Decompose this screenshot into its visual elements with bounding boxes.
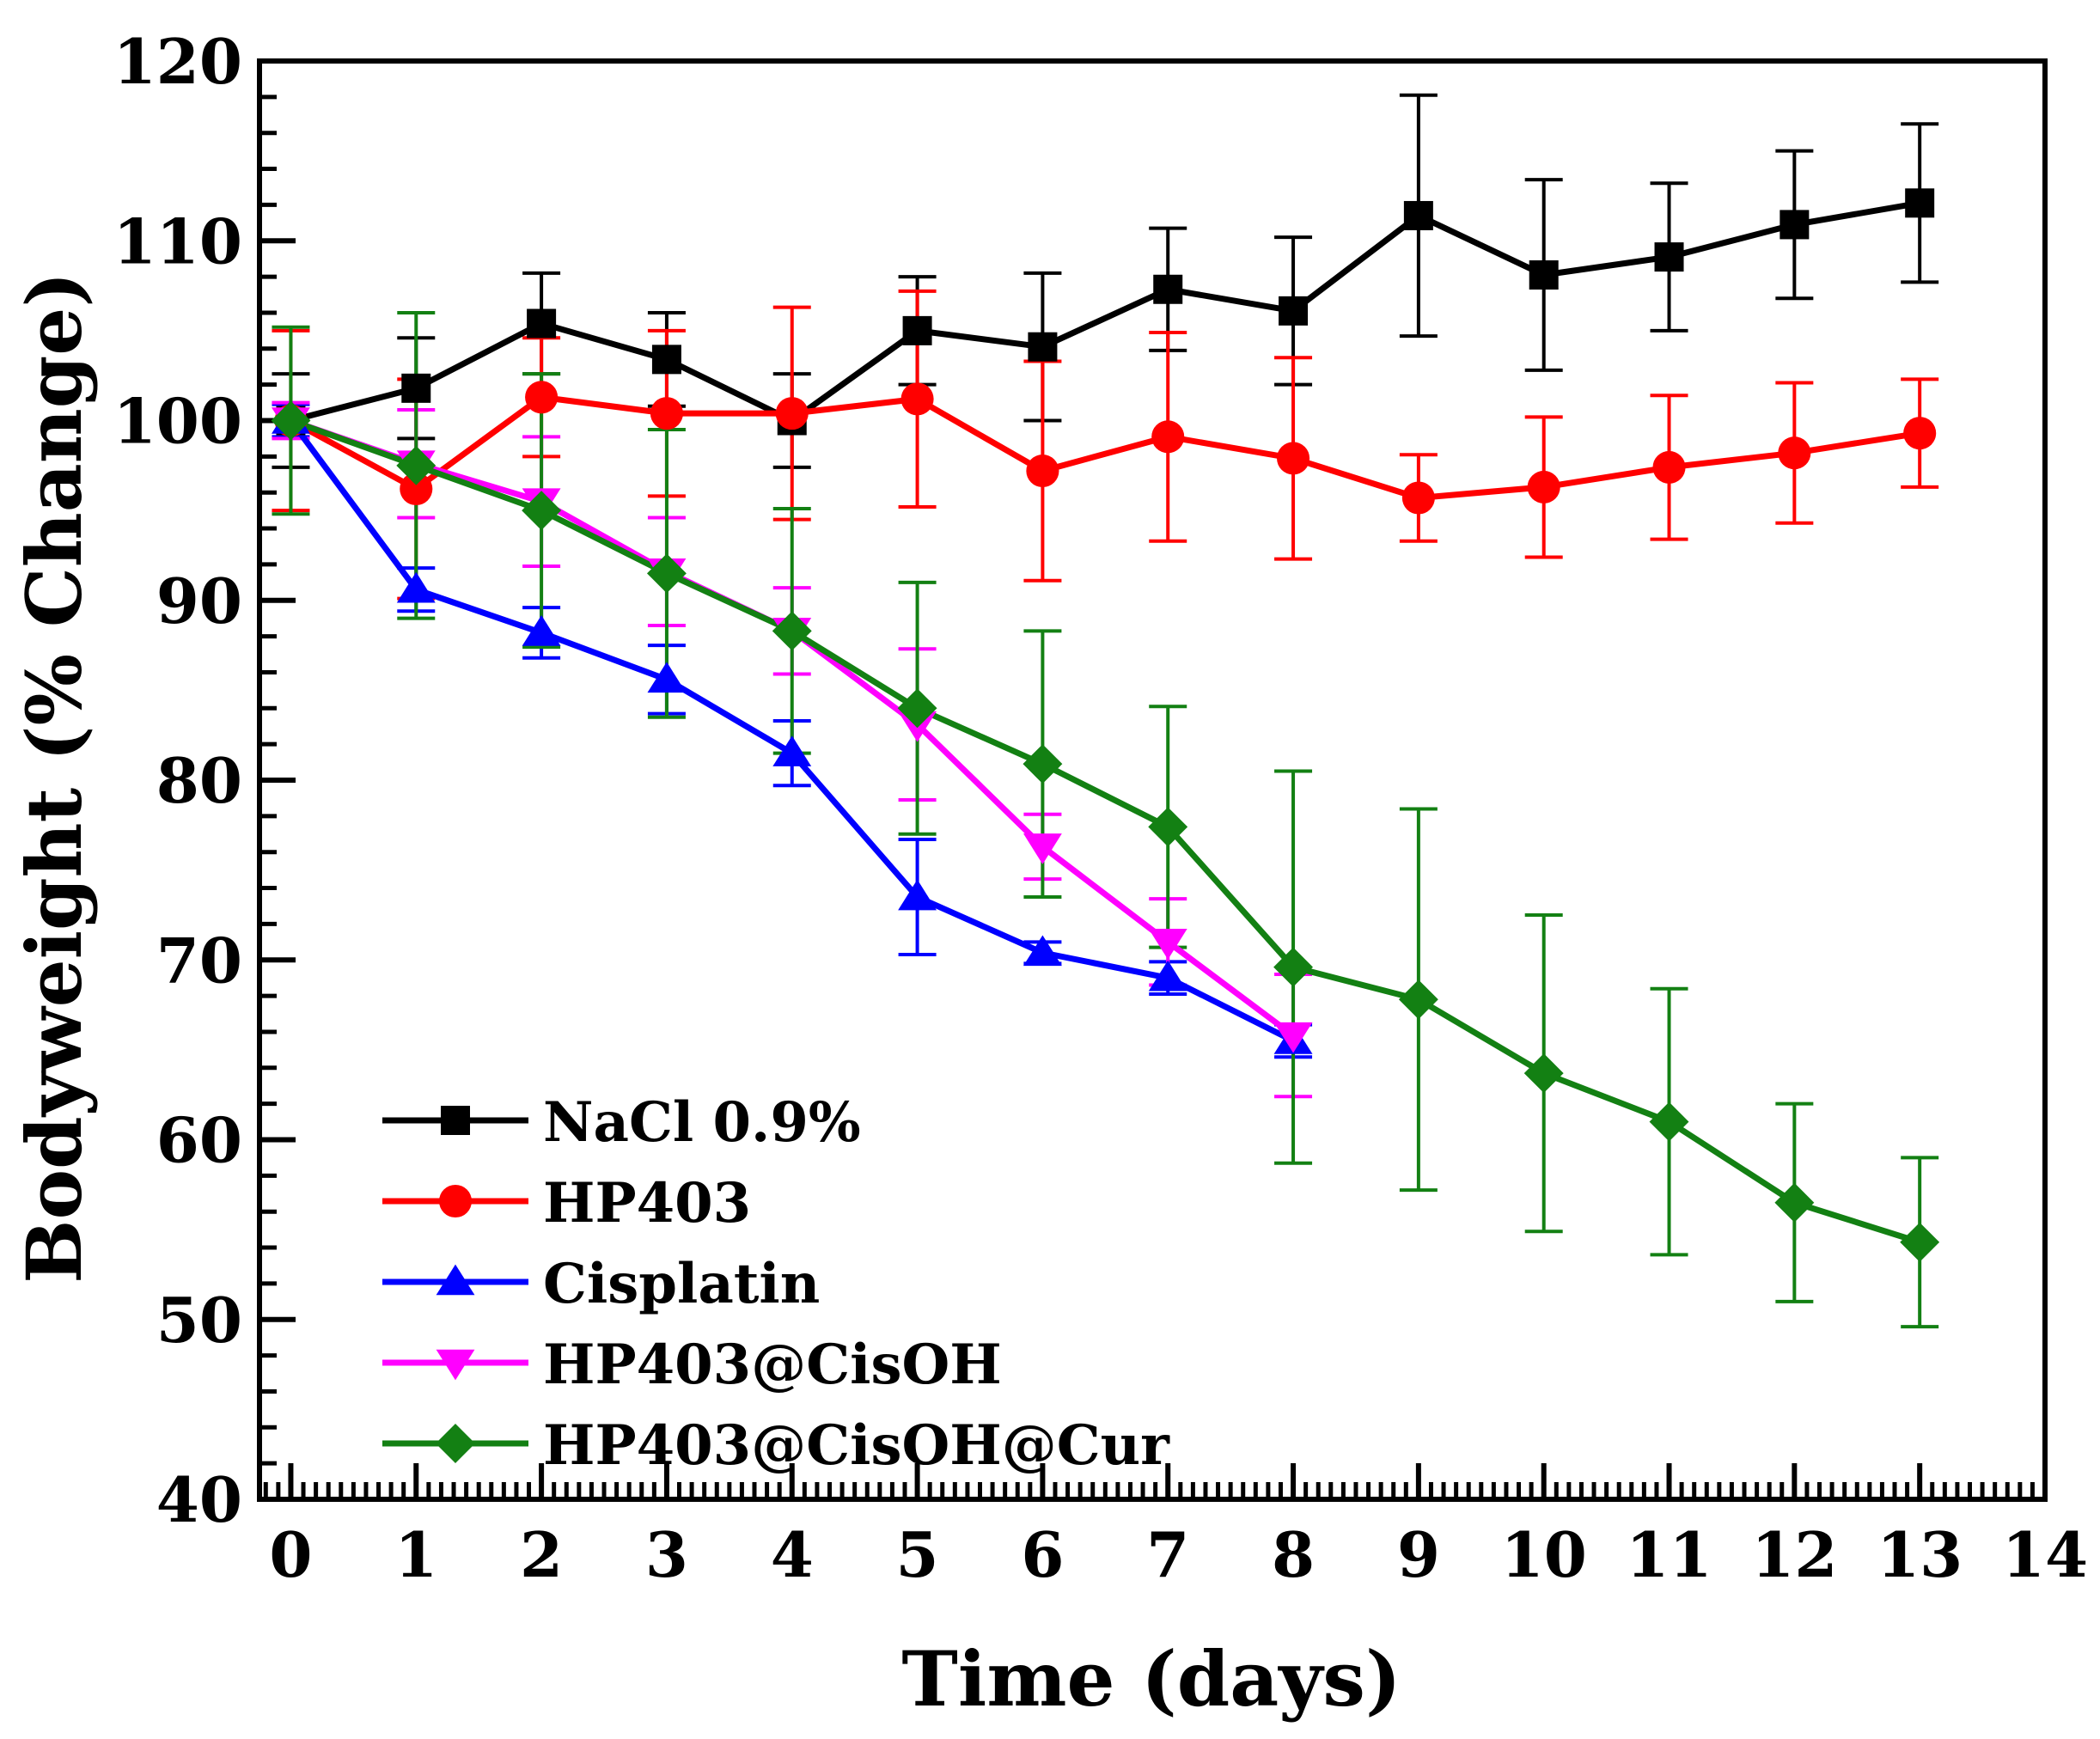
data-point-square (651, 345, 681, 375)
legend-label: Cisplatin (543, 1252, 820, 1316)
data-point-circle (1026, 455, 1059, 488)
data-point-circle (775, 397, 809, 430)
data-point-diamond (436, 1424, 475, 1463)
y-tick-label: 70 (156, 924, 242, 997)
data-point-square (1780, 210, 1810, 240)
data-point-diamond (1900, 1222, 1940, 1262)
data-point-diamond (772, 611, 812, 651)
x-tick-label: 1 (394, 1518, 437, 1591)
x-tick-label: 10 (1501, 1518, 1587, 1591)
data-point-square (401, 373, 431, 403)
y-tick-label: 100 (113, 385, 242, 458)
x-tick-label: 9 (1397, 1518, 1440, 1591)
y-tick-label: 60 (156, 1104, 242, 1177)
data-point-triangle-down (1023, 833, 1062, 864)
data-point-circle (400, 472, 433, 506)
data-point-square (1654, 242, 1684, 272)
data-point-circle (900, 382, 934, 416)
data-point-circle (1903, 417, 1937, 450)
x-tick-label: 7 (1146, 1518, 1189, 1591)
data-point-triangle-down (436, 1349, 475, 1381)
y-tick-label: 40 (156, 1463, 242, 1536)
data-point-diamond (396, 445, 436, 485)
data-point-diamond (1273, 947, 1314, 987)
y-axis-label: Bodyweight (% Change) (9, 272, 99, 1284)
data-point-triangle-up (522, 615, 561, 646)
data-point-circle (1652, 450, 1686, 484)
data-point-circle (438, 1184, 473, 1218)
legend-label: HP403@CisOH (543, 1333, 1002, 1397)
x-tick-label: 4 (771, 1518, 814, 1591)
data-point-circle (525, 381, 559, 414)
data-point-square (1529, 260, 1559, 290)
y-tick-label: 50 (156, 1284, 242, 1357)
y-tick-label: 80 (156, 744, 242, 817)
data-point-square (1153, 274, 1183, 304)
data-point-triangle-up (396, 571, 436, 603)
x-tick-label: 14 (2002, 1518, 2088, 1591)
x-tick-label: 0 (269, 1518, 312, 1591)
data-point-triangle-up (436, 1264, 475, 1296)
tick-label-layer: 0 1 2 3 4 5 6 7 8 9 10 11 12 13 1440506070809010011012… (113, 25, 2088, 1591)
data-point-square (902, 315, 932, 345)
x-tick-label: 12 (1751, 1518, 1837, 1591)
legend-label: HP403 (543, 1171, 751, 1236)
x-tick-label: 13 (1877, 1518, 1963, 1591)
data-point-triangle-up (898, 879, 937, 911)
legend: NaCl 0.9% HP403 Cisplatin HP403@CisOH HP403@… (382, 1090, 1170, 1478)
series-line-layer (288, 199, 1921, 1246)
x-tick-label: 5 (896, 1518, 939, 1591)
data-point-diamond (1148, 807, 1188, 847)
data-point-triangle-up (772, 735, 812, 766)
data-point-triangle-down (1273, 1022, 1313, 1053)
data-point-diamond (1398, 979, 1438, 1020)
data-point-square (527, 308, 557, 339)
data-point-circle (1401, 481, 1435, 515)
x-tick-label: 3 (645, 1518, 688, 1591)
legend-label: NaCl 0.9% (543, 1090, 861, 1155)
data-point-diamond (1523, 1053, 1564, 1094)
data-point-diamond (1774, 1182, 1815, 1223)
data-point-diamond (646, 553, 687, 594)
data-point-diamond (897, 688, 937, 729)
error-bar-layer (272, 93, 1939, 1329)
marker-layer (271, 188, 1940, 1262)
x-tick-label: 2 (520, 1518, 563, 1591)
legend-label: HP403@CisOH@Cur (543, 1413, 1170, 1478)
data-point-circle (1778, 436, 1811, 470)
data-point-square (1028, 332, 1058, 362)
x-tick-label: 8 (1272, 1518, 1315, 1591)
data-point-circle (1277, 442, 1310, 475)
data-point-diamond (1023, 744, 1063, 784)
y-tick-label: 90 (156, 564, 242, 638)
data-point-square (1279, 296, 1309, 326)
data-point-triangle-down (1148, 929, 1187, 960)
data-point-triangle-up (1023, 935, 1062, 967)
series-line (290, 418, 1921, 1246)
data-point-triangle-up (1148, 960, 1187, 992)
data-point-diamond (1649, 1101, 1689, 1142)
data-point-diamond (522, 491, 562, 531)
data-point-diamond (271, 400, 311, 441)
data-point-circle (650, 397, 683, 430)
data-point-circle (1151, 420, 1185, 454)
data-point-triangle-up (647, 662, 687, 693)
plot-area-frame (257, 58, 2048, 1502)
y-tick-label: 120 (113, 25, 242, 98)
data-point-square (1905, 188, 1935, 218)
y-tick-label: 110 (113, 204, 242, 278)
data-point-circle (1527, 470, 1560, 503)
series-line (290, 199, 1920, 424)
x-tick-label: 6 (1021, 1518, 1064, 1591)
x-axis-label: Time (days) (901, 1634, 1401, 1724)
series-line (289, 394, 1920, 501)
data-point-square (441, 1106, 470, 1135)
data-point-square (1403, 200, 1433, 230)
x-tick-label: 11 (1626, 1518, 1712, 1591)
